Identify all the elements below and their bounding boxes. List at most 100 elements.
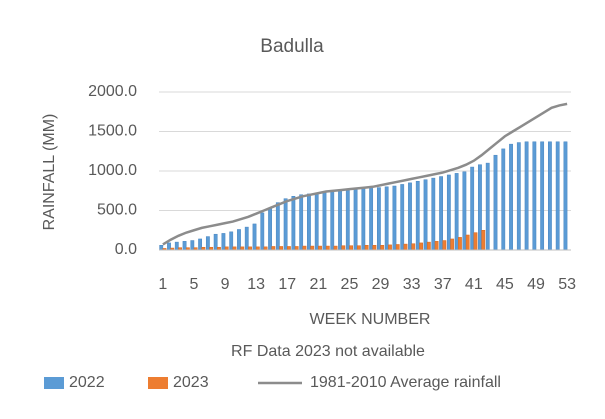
bar <box>516 142 521 251</box>
bar <box>392 185 397 251</box>
bar <box>540 141 545 251</box>
bar <box>450 238 455 251</box>
x-tick-label: 13 <box>247 276 265 293</box>
bar <box>275 202 280 251</box>
bar <box>426 241 431 251</box>
bar <box>454 173 459 251</box>
y-tick-label: 2000.0 <box>88 83 137 100</box>
bar <box>493 154 498 251</box>
bar <box>419 242 423 251</box>
bar <box>465 234 470 251</box>
bar <box>314 192 319 251</box>
x-tick-label: 9 <box>221 276 230 293</box>
bar <box>384 186 389 251</box>
bar <box>509 143 513 251</box>
bar <box>302 245 307 251</box>
bar <box>237 229 241 251</box>
bar <box>190 240 195 251</box>
bar <box>198 238 203 251</box>
x-tick-label: 33 <box>403 276 421 293</box>
bar <box>341 245 346 251</box>
bar <box>287 246 291 251</box>
bar <box>478 164 482 251</box>
legend-swatch <box>148 377 168 389</box>
y-tick-label: 500.0 <box>97 202 137 219</box>
y-axis-label: RAINFALL (MM) <box>41 114 58 231</box>
bar <box>380 245 385 251</box>
bar <box>294 246 299 251</box>
bar <box>395 244 400 251</box>
bar <box>182 241 187 251</box>
y-tick-label: 0.0 <box>115 241 137 258</box>
line <box>162 102 568 246</box>
bar <box>388 244 392 251</box>
bar <box>299 194 304 251</box>
bar <box>481 230 486 251</box>
bar <box>307 193 311 251</box>
bar <box>408 182 412 251</box>
x-tick-label: 45 <box>496 276 514 293</box>
bar <box>446 174 451 251</box>
bar <box>271 246 276 251</box>
bar <box>376 187 381 251</box>
bar <box>291 196 296 251</box>
bar <box>279 246 284 251</box>
x-tick-label: 29 <box>372 276 390 293</box>
bar <box>310 245 315 251</box>
bar <box>485 162 490 251</box>
legend-label: 2023 <box>173 374 209 391</box>
bar <box>353 188 358 251</box>
bar <box>174 241 179 251</box>
x-axis-label: WEEK NUMBER <box>310 311 431 328</box>
legend-label: 2022 <box>69 374 105 391</box>
bar <box>532 141 537 251</box>
bar <box>322 192 327 251</box>
bar <box>423 179 428 251</box>
bar <box>415 181 420 251</box>
bar <box>205 236 210 251</box>
bar <box>431 177 436 251</box>
bar <box>462 171 467 251</box>
bar <box>330 191 335 251</box>
x-tick-label: 41 <box>465 276 483 293</box>
bar <box>252 223 257 251</box>
bar <box>244 226 249 251</box>
y-tick-label: 1500.0 <box>88 123 137 140</box>
bar <box>213 233 218 251</box>
x-tick-label: 1 <box>158 276 167 293</box>
bar <box>501 148 506 251</box>
bar <box>473 232 478 251</box>
bar <box>356 245 361 251</box>
bar <box>439 176 443 251</box>
bar <box>400 184 405 251</box>
x-tick-label: 37 <box>434 276 452 293</box>
bar <box>372 245 377 251</box>
bar <box>563 141 568 251</box>
bar <box>434 241 439 251</box>
bar <box>555 141 560 251</box>
bar <box>167 242 171 251</box>
bar <box>411 243 416 251</box>
bar <box>221 233 226 251</box>
bar <box>548 141 552 251</box>
bar <box>442 240 447 251</box>
bar <box>458 237 462 251</box>
bar <box>318 245 322 251</box>
annotation: RF Data 2023 not available <box>231 343 425 360</box>
bar <box>345 189 350 251</box>
bar <box>361 188 366 251</box>
bar <box>470 166 475 251</box>
legend-swatch <box>44 377 64 389</box>
bar <box>260 212 265 251</box>
x-tick-label: 5 <box>190 276 199 293</box>
bar <box>338 190 342 251</box>
bar <box>159 245 164 251</box>
bar <box>369 188 374 251</box>
bar <box>349 245 354 251</box>
x-tick-label: 53 <box>558 276 576 293</box>
bar <box>333 245 338 251</box>
bar <box>325 245 330 251</box>
bar <box>268 207 272 251</box>
x-tick-label: 49 <box>527 276 545 293</box>
